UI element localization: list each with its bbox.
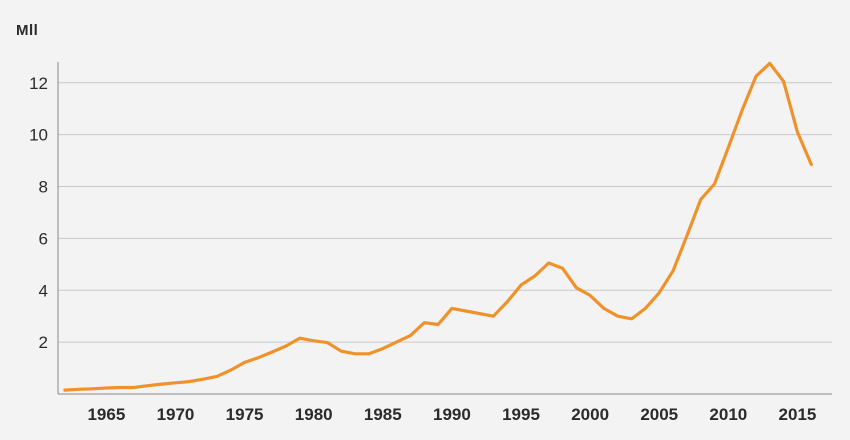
- y-tick-label-6: 6: [39, 229, 48, 248]
- x-tick-label-1970: 1970: [157, 405, 195, 424]
- y-axis-unit-label: Mll: [16, 22, 39, 39]
- x-tick-label-2010: 2010: [709, 405, 747, 424]
- x-tick-label-1995: 1995: [502, 405, 540, 424]
- x-tick-label-1990: 1990: [433, 405, 471, 424]
- axes: [57, 62, 832, 395]
- x-tick-label-1965: 1965: [87, 405, 125, 424]
- x-tick-label-2005: 2005: [640, 405, 678, 424]
- y-tick-label-4: 4: [39, 281, 48, 300]
- x-tick-label-2015: 2015: [779, 405, 817, 424]
- x-tick-label-1980: 1980: [295, 405, 333, 424]
- tick-labels: 2 4 6 8 10 12 1965 1970 1975 1980 1985 1990 1995 2000…: [29, 74, 816, 424]
- y-tick-label-8: 8: [39, 178, 48, 197]
- y-tick-label-12: 12: [29, 74, 48, 93]
- x-tick-label-2000: 2000: [571, 405, 609, 424]
- x-tick-label-1975: 1975: [226, 405, 264, 424]
- series-line-0: [63, 61, 813, 392]
- series-lines: [63, 61, 813, 392]
- x-tick-label-1985: 1985: [364, 405, 402, 424]
- grid-lines: [58, 82, 832, 343]
- y-tick-label-10: 10: [29, 126, 48, 145]
- y-tick-label-2: 2: [39, 333, 48, 352]
